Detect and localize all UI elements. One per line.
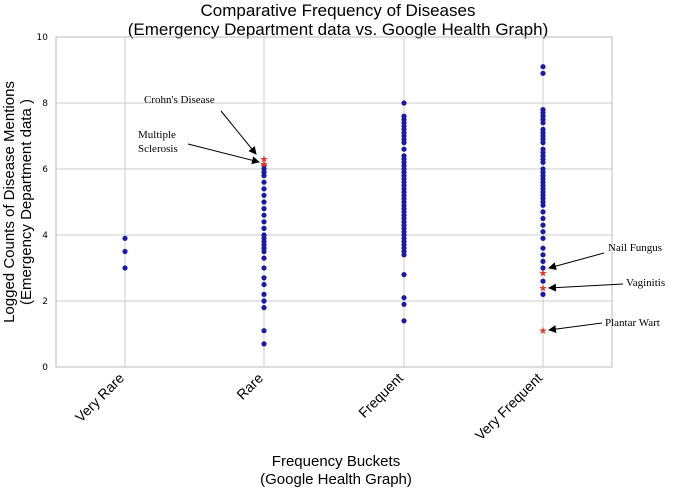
data-point-very-rare xyxy=(122,265,128,271)
data-point-frequent xyxy=(401,318,407,324)
data-points xyxy=(122,64,546,347)
annotation-multiple-sclerosis-line-1: Multiple xyxy=(138,129,176,141)
y-axis-label-line-2: (Emergency Department data ) xyxy=(18,99,35,305)
data-point-rare xyxy=(261,206,267,212)
annotation-multiple-sclerosis-line-2: Sclerosis xyxy=(138,143,178,155)
highlight-marker-nail-fungus: ★ xyxy=(539,268,548,279)
arrow-plantar-wart xyxy=(548,322,603,334)
data-point-frequent xyxy=(401,100,407,106)
x-axis-label-line-2: (Google Health Graph) xyxy=(260,471,412,488)
annotation-plantar-wart: Plantar Wart xyxy=(605,317,660,329)
data-point-rare xyxy=(261,298,267,304)
data-point-rare xyxy=(261,291,267,297)
arrow-vaginitis xyxy=(548,283,624,292)
data-point-rare xyxy=(261,328,267,334)
x-axis-label-line-1: Frequency Buckets xyxy=(272,453,400,470)
data-point-very-frequent xyxy=(540,202,546,208)
x-tick-label-rare: Rare xyxy=(233,370,266,403)
highlight-points: ★★★★★ xyxy=(260,155,548,338)
highlight-marker-crohn-s-disease: ★ xyxy=(260,155,269,166)
y-tick-label: 6 xyxy=(42,165,48,175)
data-point-very-frequent xyxy=(540,252,546,258)
data-point-rare xyxy=(261,179,267,185)
data-point-frequent xyxy=(401,146,407,152)
y-axis-label-line-1: Logged Counts of Disease Mentions xyxy=(1,81,18,323)
data-point-very-frequent xyxy=(540,265,546,271)
x-ticks: Very Rare Rare Frequent Very Frequent xyxy=(72,370,545,444)
data-point-rare xyxy=(261,248,267,255)
data-point-frequent xyxy=(401,295,407,301)
data-point-very-frequent xyxy=(540,258,546,264)
data-point-very-frequent xyxy=(540,120,546,126)
data-point-rare xyxy=(261,212,267,218)
data-point-frequent xyxy=(401,301,407,307)
data-point-rare xyxy=(261,255,267,261)
chart-title-line-1: Comparative Frequency of Diseases xyxy=(201,1,476,20)
data-point-rare xyxy=(261,219,267,225)
arrow-crohns-disease xyxy=(220,110,257,155)
data-point-very-frequent xyxy=(540,215,546,222)
data-point-rare xyxy=(261,265,267,271)
annotation-nail-fungus: Nail Fungus xyxy=(608,242,662,254)
data-point-very-frequent xyxy=(540,209,546,215)
highlight-marker-plantar-wart: ★ xyxy=(539,326,548,337)
y-ticks: 0 2 4 6 8 10 xyxy=(37,33,49,373)
plot-frame xyxy=(55,36,613,368)
data-point-frequent xyxy=(401,140,407,146)
data-point-rare xyxy=(261,199,267,205)
data-point-very-frequent xyxy=(540,291,546,297)
data-point-very-frequent xyxy=(540,70,546,76)
data-point-very-rare xyxy=(122,235,128,241)
x-tick-label-very-rare: Very Rare xyxy=(72,370,127,425)
data-point-very-frequent xyxy=(540,159,546,165)
y-tick-label: 2 xyxy=(42,297,48,307)
annotation-crohns-disease: Crohn's Disease xyxy=(144,94,215,106)
data-point-very-frequent xyxy=(540,140,546,146)
annotation-vaginitis: Vaginitis xyxy=(626,277,665,289)
data-point-very-frequent xyxy=(540,235,546,241)
data-point-very-frequent xyxy=(540,229,546,235)
data-point-frequent xyxy=(401,252,407,258)
data-point-very-frequent xyxy=(540,64,546,70)
arrow-multiple-sclerosis xyxy=(187,143,260,165)
data-point-rare xyxy=(261,186,267,192)
x-tick-label-very-frequent: Very Frequent xyxy=(472,370,546,444)
grid xyxy=(56,36,612,368)
y-tick-label: 0 xyxy=(42,363,48,373)
highlight-marker-vaginitis: ★ xyxy=(539,283,548,294)
data-point-rare xyxy=(261,305,267,311)
data-point-rare xyxy=(261,341,267,347)
y-tick-label: 8 xyxy=(42,99,48,109)
y-tick-label: 10 xyxy=(37,33,49,43)
highlight-marker-multiple-sclerosis: ★ xyxy=(260,160,269,171)
data-point-rare xyxy=(261,275,267,281)
chart-title-line-2: (Emergency Department data vs. Google He… xyxy=(128,20,548,39)
data-point-rare xyxy=(261,192,267,198)
y-tick-label: 4 xyxy=(42,231,48,241)
data-point-very-rare xyxy=(122,248,128,255)
data-point-very-frequent xyxy=(540,245,546,251)
data-point-rare xyxy=(261,173,267,179)
data-point-rare xyxy=(261,225,267,231)
data-point-very-frequent xyxy=(540,278,546,284)
data-point-frequent xyxy=(401,272,407,278)
data-point-very-frequent xyxy=(540,222,546,228)
data-point-rare xyxy=(261,281,267,288)
arrow-nail-fungus xyxy=(548,252,605,271)
x-tick-label-frequent: Frequent xyxy=(355,370,406,421)
